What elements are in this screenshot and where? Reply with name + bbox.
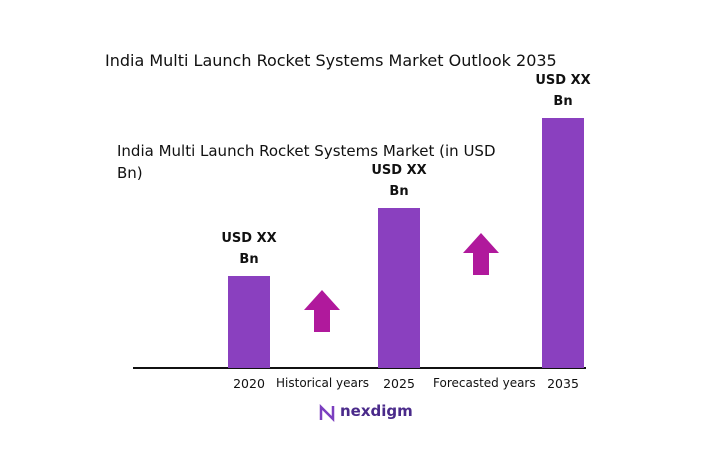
chart-title: India Multi Launch Rocket Systems Market…: [105, 51, 557, 70]
logo-mark: [319, 404, 335, 422]
arrow-up: [304, 290, 340, 332]
value-label: USD XX Bn: [221, 231, 277, 267]
x-tick-label: 2025: [383, 376, 415, 391]
arrow-up: [463, 233, 499, 275]
logo-text: nexdigm: [340, 402, 413, 420]
bar: [378, 208, 420, 368]
annotation: Historical years: [276, 376, 370, 390]
x-tick-label: 2035: [547, 376, 579, 391]
baseline: [133, 367, 586, 369]
bar: [228, 276, 270, 368]
value-label: USD XX Bn: [371, 163, 427, 199]
bar: [542, 118, 584, 368]
x-tick-label: 2020: [233, 376, 265, 391]
annotation: Forecasted years: [433, 376, 536, 390]
chart-subtitle: India Multi Launch Rocket Systems Market…: [117, 142, 496, 182]
value-label: USD XX Bn: [535, 73, 591, 109]
